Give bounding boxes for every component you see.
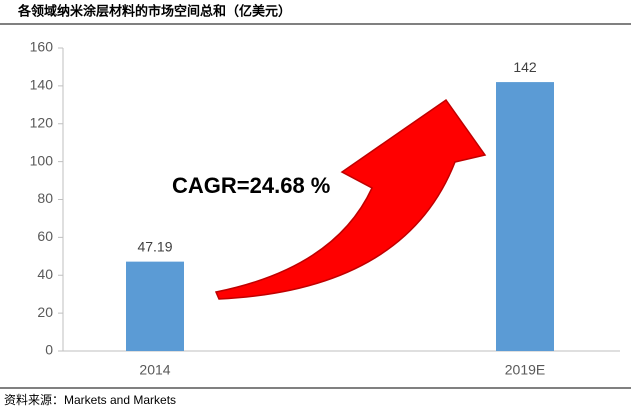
growth-arrow	[214, 98, 487, 300]
y-tick-label: 120	[30, 114, 54, 130]
chart-title: 各领域纳米涂层材料的市场空间总和（亿美元）	[17, 4, 291, 20]
x-tick-label: 2019E	[505, 362, 545, 378]
y-tick-label: 100	[30, 152, 54, 168]
y-tick-label: 60	[37, 228, 53, 244]
data-label: 142	[513, 59, 537, 75]
y-tick-label: 40	[37, 266, 53, 282]
annotation: CAGR=24.68 %	[172, 173, 330, 198]
y-tick-label: 160	[30, 39, 54, 55]
bar	[126, 261, 184, 351]
y-tick-label: 0	[45, 342, 53, 358]
bar	[496, 82, 554, 352]
y-tick-label: 20	[37, 304, 53, 320]
data-label: 47.19	[137, 238, 172, 254]
y-tick-label: 80	[37, 190, 53, 206]
x-tick-label: 2014	[139, 362, 170, 378]
source: 资料来源：Markets and Markets	[4, 393, 176, 407]
y-tick-label: 140	[30, 77, 54, 93]
